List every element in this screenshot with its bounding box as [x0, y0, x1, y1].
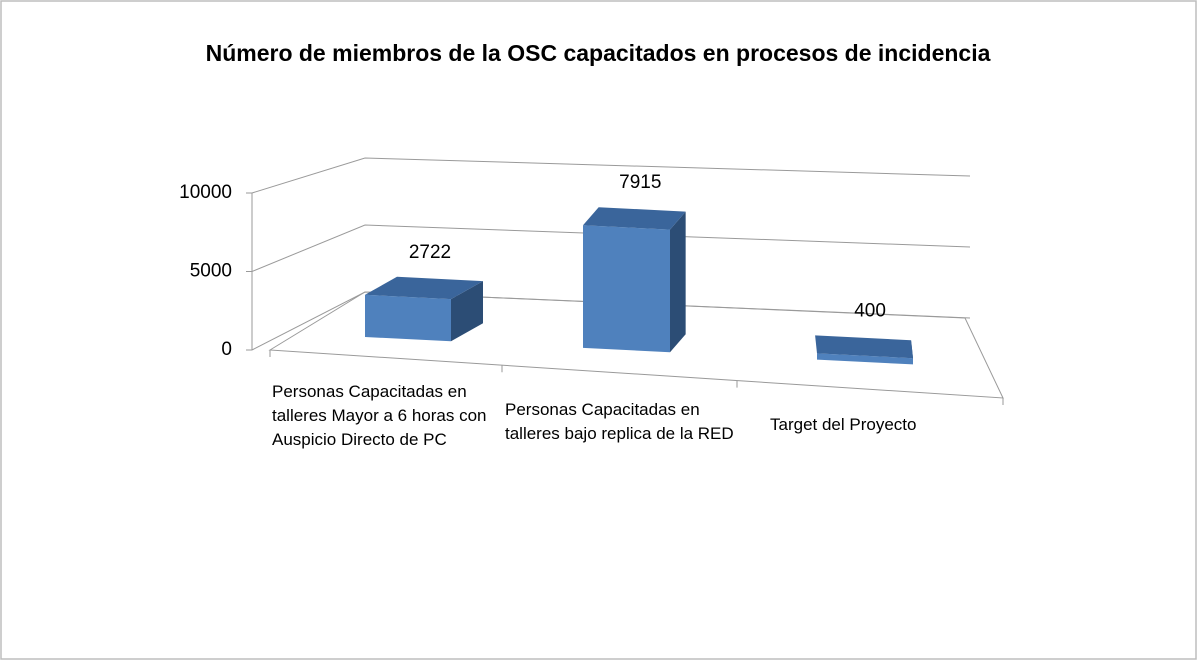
- grid-line: [251, 291, 971, 351]
- data-label: 7915: [619, 172, 661, 193]
- grid-line: [251, 157, 971, 194]
- bar: [365, 294, 451, 342]
- y-tick-label: 0: [221, 339, 232, 360]
- data-label: 400: [854, 300, 886, 321]
- x-tick-label: Personas Capacitadas en talleres bajo re…: [505, 400, 734, 443]
- x-tick-label: Personas Capacitadas en talleres Mayor a…: [272, 382, 487, 449]
- x-tick-label: Target del Proyecto: [770, 415, 917, 434]
- chart-title: Número de miembros de la OSC capacitados…: [206, 40, 991, 66]
- bar-top: [815, 335, 913, 359]
- bar-top: [365, 276, 483, 300]
- bar: [583, 225, 670, 353]
- bar: [817, 353, 913, 365]
- y-tick-label: 5000: [190, 261, 232, 282]
- bar-side: [670, 211, 686, 353]
- bar-top: [583, 207, 686, 230]
- grid-line: [251, 224, 971, 272]
- data-label: 2722: [409, 242, 451, 263]
- y-tick-label: 10000: [179, 182, 232, 203]
- bar-side: [451, 281, 483, 342]
